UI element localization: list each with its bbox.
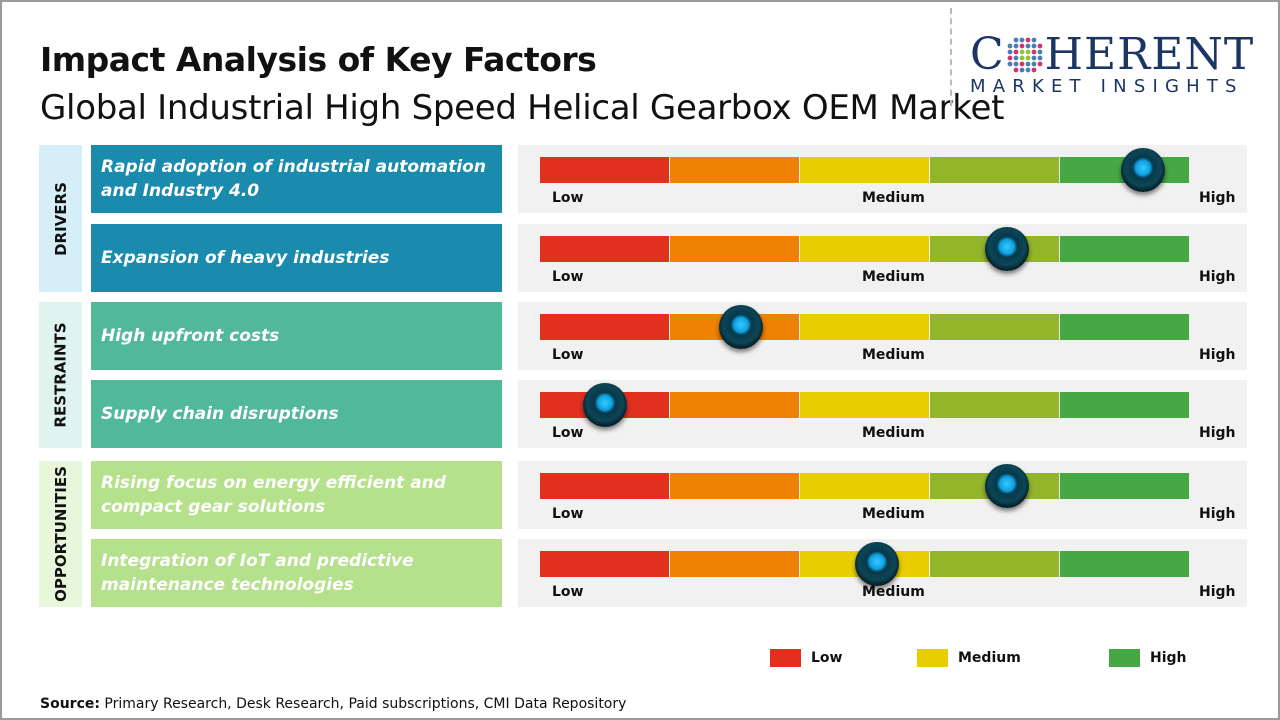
factor-box: High upfront costs	[91, 302, 502, 370]
impact-knob	[854, 542, 899, 586]
factor-label: Rapid adoption of industrial automation …	[101, 157, 486, 201]
low-label: Low	[552, 190, 584, 206]
meter-segment	[930, 392, 1059, 418]
meter-segment	[670, 551, 799, 577]
meter-segment	[930, 157, 1059, 183]
meter-segment	[540, 314, 669, 340]
meter-segment	[540, 236, 669, 262]
category-restraints: RESTRAINTS	[39, 302, 82, 448]
legend-swatch	[770, 649, 801, 667]
medium-label: Medium	[862, 584, 925, 600]
legend-label: Low	[811, 650, 843, 666]
meter-segment	[1060, 392, 1189, 418]
impact-meter: Low Medium High	[518, 539, 1247, 607]
legend-swatch	[1109, 649, 1140, 667]
meter-segment	[1060, 551, 1189, 577]
low-label: Low	[552, 584, 584, 600]
globe-dots-icon	[1007, 37, 1043, 73]
divider	[950, 8, 952, 106]
category-drivers: DRIVERS	[39, 145, 82, 292]
meter-segment	[800, 157, 929, 183]
high-label: High	[1199, 425, 1236, 441]
impact-meter: Low Medium High	[518, 145, 1247, 213]
meter-segment	[670, 157, 799, 183]
meter-segment	[540, 157, 669, 183]
low-label: Low	[552, 269, 584, 285]
high-label: High	[1199, 190, 1236, 206]
factor-box: Integration of IoT and predictive mainte…	[91, 539, 502, 607]
logo-tagline: MARKET INSIGHTS	[970, 76, 1244, 97]
source-note: Source: Primary Research, Desk Research,…	[40, 696, 626, 712]
high-label: High	[1199, 584, 1236, 600]
factor-label: Integration of IoT and predictive mainte…	[101, 551, 414, 595]
meter-segment	[670, 236, 799, 262]
meter-segment	[670, 473, 799, 499]
category-label: RESTRAINTS	[51, 322, 70, 428]
impact-meter: Low Medium High	[518, 461, 1247, 529]
factor-box: Expansion of heavy industries	[91, 224, 502, 292]
meter-segment	[930, 314, 1059, 340]
meter-segment	[1060, 314, 1189, 340]
page-title: Impact Analysis of Key Factors	[40, 40, 597, 79]
impact-knob	[1120, 148, 1165, 192]
low-label: Low	[552, 425, 584, 441]
legend-swatch	[917, 649, 948, 667]
meter-segment	[800, 236, 929, 262]
medium-label: Medium	[862, 190, 925, 206]
source-label: Source:	[40, 696, 100, 712]
meter-segment	[1060, 473, 1189, 499]
source-text: Primary Research, Desk Research, Paid su…	[99, 696, 627, 712]
impact-meter: Low Medium High	[518, 380, 1247, 448]
factor-box: Rapid adoption of industrial automation …	[91, 145, 502, 213]
legend-label: Medium	[958, 650, 1021, 666]
meter-segment	[800, 473, 929, 499]
page-subtitle: Global Industrial High Speed Helical Gea…	[40, 88, 1005, 128]
meter-segment	[540, 473, 669, 499]
factor-label: Rising focus on energy efficient and com…	[101, 473, 446, 517]
medium-label: Medium	[862, 269, 925, 285]
category-opportunities: OPPORTUNITIES	[39, 461, 82, 607]
factor-box: Supply chain disruptions	[91, 380, 502, 448]
category-label: OPPORTUNITIES	[51, 466, 70, 602]
impact-knob	[718, 305, 763, 349]
factor-label: Expansion of heavy industries	[101, 248, 390, 268]
factor-label: High upfront costs	[101, 326, 280, 346]
meter-segment	[800, 392, 929, 418]
medium-label: Medium	[862, 506, 925, 522]
low-label: Low	[552, 506, 584, 522]
high-label: High	[1199, 506, 1236, 522]
logo: C HERENT MARKET INSIGHTS	[970, 32, 1262, 98]
meter-segment	[930, 551, 1059, 577]
factor-label: Supply chain disruptions	[101, 404, 339, 424]
impact-knob	[984, 464, 1029, 508]
meter-segment	[540, 551, 669, 577]
meter-segment	[670, 392, 799, 418]
impact-knob	[984, 227, 1029, 271]
impact-meter: Low Medium High	[518, 302, 1247, 370]
legend-label: High	[1150, 650, 1187, 666]
meter-segment	[800, 314, 929, 340]
impact-meter: Low Medium High	[518, 224, 1247, 292]
medium-label: Medium	[862, 425, 925, 441]
meter-segment	[1060, 236, 1189, 262]
medium-label: Medium	[862, 347, 925, 363]
category-label: DRIVERS	[51, 181, 70, 256]
high-label: High	[1199, 347, 1236, 363]
low-label: Low	[552, 347, 584, 363]
impact-knob	[582, 383, 627, 427]
factor-box: Rising focus on energy efficient and com…	[91, 461, 502, 529]
high-label: High	[1199, 269, 1236, 285]
